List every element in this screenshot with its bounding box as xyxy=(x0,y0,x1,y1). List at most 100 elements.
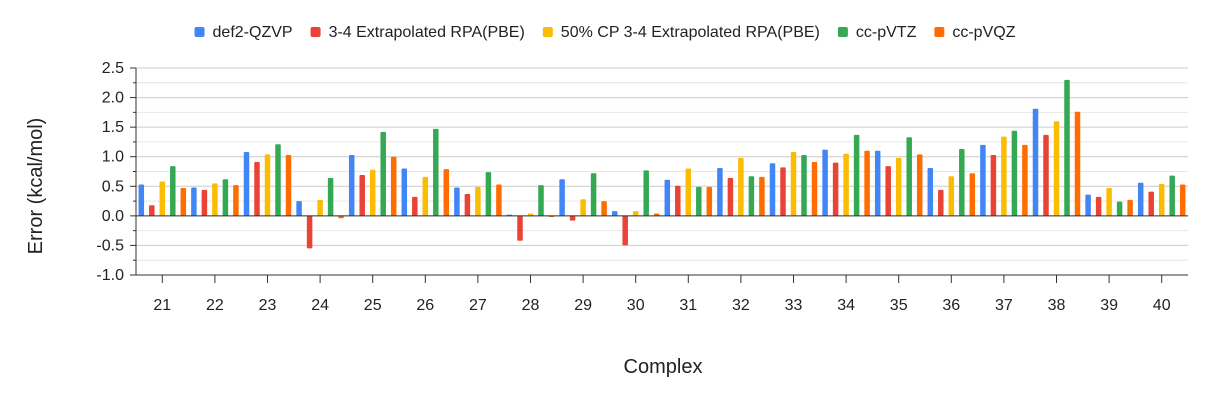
legend-swatch xyxy=(837,27,848,37)
legend-swatch xyxy=(194,27,205,37)
bar xyxy=(685,168,692,216)
bar xyxy=(359,175,365,216)
y-tick-label: 1.5 xyxy=(102,119,124,136)
bar xyxy=(496,184,502,216)
bar xyxy=(611,211,618,216)
bar xyxy=(454,187,460,216)
bar xyxy=(569,215,576,221)
x-tick-label: 29 xyxy=(574,297,592,314)
bar xyxy=(916,154,923,216)
plot-area xyxy=(138,79,1186,249)
bar xyxy=(296,201,302,216)
x-tick-label: 36 xyxy=(942,297,960,314)
x-tick-label: 24 xyxy=(311,297,329,314)
bar xyxy=(401,168,408,216)
x-tick-label: 40 xyxy=(1153,297,1171,314)
bar xyxy=(306,215,313,249)
bar xyxy=(1032,108,1039,216)
bar xyxy=(1085,194,1091,216)
x-tick-label: 33 xyxy=(785,297,803,314)
x-tick-label: 23 xyxy=(259,297,277,314)
y-tick-label: 0.0 xyxy=(102,208,124,225)
bar xyxy=(790,151,797,216)
x-tick-label: 28 xyxy=(522,297,540,314)
bar xyxy=(906,137,912,216)
bar xyxy=(348,154,355,216)
legend-item-label: cc-pVTZ xyxy=(856,24,917,41)
bar xyxy=(1169,175,1175,216)
bar xyxy=(433,128,439,216)
bar xyxy=(1011,130,1018,216)
bar xyxy=(180,188,187,216)
bar xyxy=(843,153,849,216)
bar xyxy=(990,154,997,216)
bar xyxy=(1001,136,1007,216)
y-tick-label: 1.0 xyxy=(102,149,124,166)
bar xyxy=(212,183,218,216)
bar xyxy=(759,176,765,216)
bar xyxy=(653,213,660,216)
bar xyxy=(853,134,860,216)
bar xyxy=(1106,188,1112,216)
legend-swatch xyxy=(310,27,321,37)
bar xyxy=(380,131,386,216)
x-tick-label: 26 xyxy=(416,297,434,314)
bar xyxy=(527,213,534,216)
bar xyxy=(590,173,597,216)
x-tick-label: 38 xyxy=(1048,297,1066,314)
bar xyxy=(959,149,965,216)
x-tick-label: 25 xyxy=(364,297,382,314)
x-tick-label: 37 xyxy=(995,297,1013,314)
bar xyxy=(464,193,471,216)
legend-item-label: def2-QZVP xyxy=(213,24,293,41)
bar xyxy=(233,185,239,216)
gridlines xyxy=(136,67,1188,276)
bar xyxy=(390,156,397,216)
y-tick-label: 2.5 xyxy=(102,60,124,77)
bar xyxy=(980,144,986,216)
y-tick-label: 0.5 xyxy=(102,178,124,195)
bar xyxy=(559,179,565,216)
bar xyxy=(874,150,881,216)
bar xyxy=(1148,191,1154,216)
bar xyxy=(138,184,145,216)
bar xyxy=(538,185,544,216)
bar xyxy=(601,201,607,216)
bar xyxy=(801,154,807,216)
x-tick-label: 21 xyxy=(153,297,171,314)
bar xyxy=(622,215,628,246)
bar xyxy=(632,211,639,216)
bar xyxy=(938,189,944,216)
x-tick-label: 34 xyxy=(837,297,855,314)
legend-item-label: cc-pVQZ xyxy=(952,24,1015,41)
bar xyxy=(1158,183,1165,216)
bar xyxy=(643,170,649,216)
bar xyxy=(191,187,197,216)
legend-item-label: 50% CP 3-4 Extrapolated RPA(PBE) xyxy=(561,24,820,41)
bar xyxy=(664,179,671,216)
legend-item-label: 3-4 Extrapolated RPA(PBE) xyxy=(329,24,525,41)
bar xyxy=(832,162,839,216)
bar xyxy=(170,166,176,216)
bar xyxy=(1179,184,1186,216)
bar xyxy=(285,154,292,216)
bar xyxy=(780,167,786,216)
axes: -1.0 -0.5 0.0 0.5 1.0 1.5 2.0 2.5 21 22 23 24 25 26 27… xyxy=(96,60,1188,314)
y-axis-title: Error (kcal/mol) xyxy=(25,118,47,255)
bar xyxy=(412,196,418,216)
bar xyxy=(201,189,208,216)
bar xyxy=(275,144,281,216)
bar xyxy=(895,157,902,216)
bar xyxy=(927,167,934,216)
bar xyxy=(1053,121,1060,216)
bar xyxy=(1064,79,1070,216)
bar xyxy=(580,199,586,216)
bar xyxy=(369,169,376,216)
bar xyxy=(422,176,429,216)
bar xyxy=(948,176,955,216)
x-tick-label: 22 xyxy=(206,297,224,314)
x-tick-label: 39 xyxy=(1100,297,1118,314)
bar xyxy=(1116,201,1123,216)
bar xyxy=(706,186,713,216)
